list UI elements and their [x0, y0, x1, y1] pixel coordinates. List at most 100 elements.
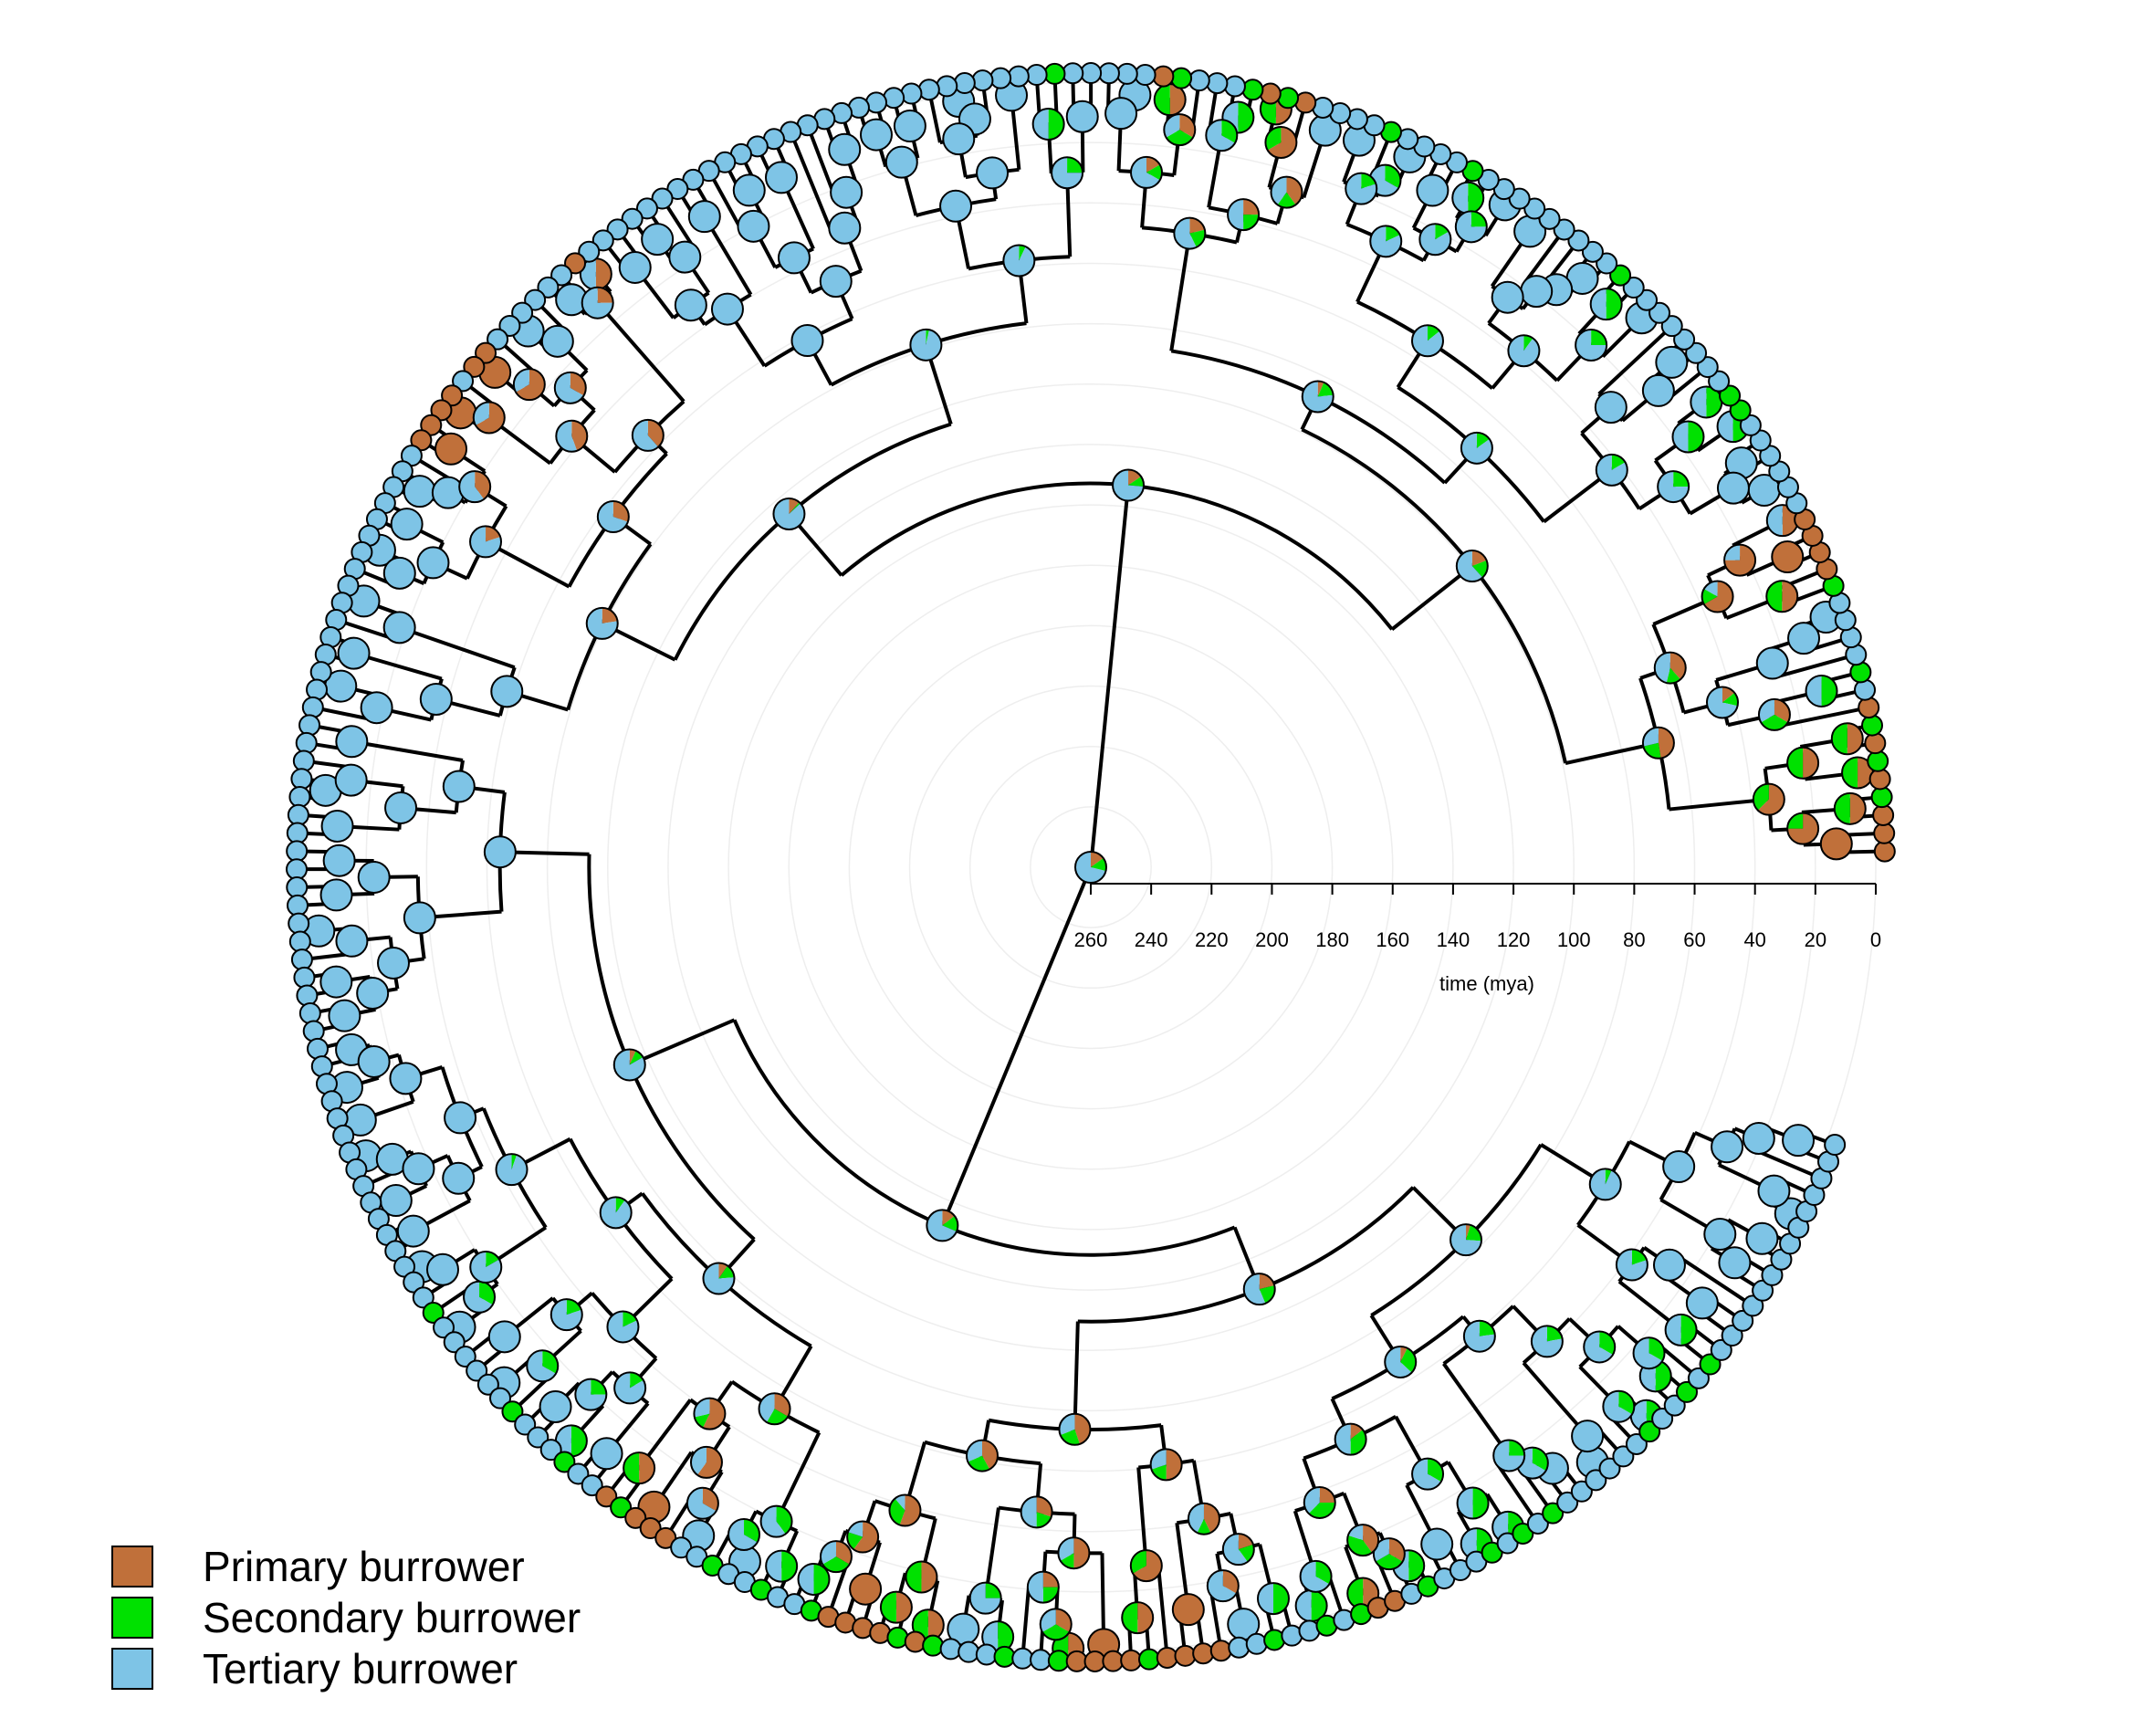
branch-arc — [735, 1020, 1235, 1254]
legend-item-tertiary: Tertiary burrower — [111, 1643, 581, 1694]
ancestral-pie — [444, 770, 475, 802]
ancestral-pie — [1075, 852, 1106, 883]
ancestral-pie — [1164, 114, 1195, 145]
pie-slice — [1167, 1449, 1182, 1480]
ancestral-pie — [1835, 793, 1866, 824]
ancestral-pie — [977, 157, 1008, 188]
ancestral-pie — [435, 434, 466, 465]
ancestral-pie — [427, 1254, 458, 1285]
ancestral-pie — [1345, 173, 1376, 204]
ancestral-pie — [445, 1102, 476, 1133]
time-axis-tick-label: 160 — [1376, 928, 1409, 951]
ancestral-pie — [1806, 676, 1837, 707]
ancestral-pie — [433, 477, 464, 508]
ancestral-pie — [1654, 1250, 1685, 1281]
ancestral-pie — [1461, 433, 1492, 464]
ancestral-pie — [1711, 1131, 1743, 1162]
tip-state-dot — [990, 68, 1010, 89]
ancestral-pie — [1634, 1337, 1665, 1368]
pie-slice — [1137, 1602, 1153, 1633]
branch-radial — [1444, 1364, 1510, 1456]
tip-state-dot — [923, 1636, 943, 1656]
branch-radial — [1171, 234, 1189, 351]
ancestral-pie — [779, 242, 810, 273]
ancestral-pie — [336, 765, 367, 796]
ancestral-pie — [1223, 1534, 1254, 1565]
ancestral-pie — [418, 547, 449, 578]
tip-state-dot — [1858, 697, 1879, 718]
pie-slice — [1832, 723, 1847, 754]
ancestral-pie — [905, 1562, 937, 1593]
pie-slice — [1767, 505, 1783, 536]
tip-state-dot — [1193, 1643, 1213, 1663]
ancestral-pie — [390, 1063, 421, 1094]
ancestral-pie — [1492, 282, 1523, 313]
pie-slice — [1591, 288, 1607, 320]
ancestral-pie — [404, 476, 435, 507]
ancestral-pie — [1067, 101, 1098, 132]
ancestral-pie — [1258, 1583, 1289, 1614]
ancestral-pie — [336, 926, 367, 957]
pie-slice — [1681, 1315, 1697, 1346]
tip-state-dot — [1157, 1648, 1177, 1668]
legend-swatch-secondary — [111, 1597, 153, 1639]
tip-state-dot — [1175, 1646, 1195, 1666]
ancestral-pie — [1131, 157, 1162, 188]
ancestral-pie — [1532, 1326, 1563, 1357]
ancestral-pie — [1452, 183, 1483, 214]
tip-state-dot — [1139, 1650, 1159, 1670]
time-axis-tick-label: 200 — [1255, 928, 1289, 951]
ancestral-pie — [1228, 199, 1259, 230]
ancestral-pie — [459, 471, 490, 502]
ancestral-pie — [1174, 218, 1205, 249]
ancestral-pie — [1718, 473, 1749, 504]
ancestral-pie — [1702, 582, 1733, 613]
tip-state-dot — [977, 1644, 997, 1664]
tip-state-dot — [1865, 733, 1885, 753]
ancestral-pie — [601, 1197, 632, 1228]
pie-slice — [1258, 1583, 1273, 1614]
ancestral-pie — [847, 1522, 878, 1553]
tip-state-dot — [1872, 787, 1892, 807]
tip-state-dot — [289, 787, 309, 807]
ancestral-pie — [378, 948, 409, 979]
tip-state-dot — [288, 823, 308, 844]
ancestral-pie — [895, 110, 926, 141]
branch-radial — [1158, 1565, 1167, 1649]
ancestral-pie — [738, 211, 769, 242]
ancestral-pie — [669, 242, 700, 273]
ancestral-pie — [1244, 1273, 1275, 1305]
pie-slice — [1122, 1602, 1137, 1633]
ancestral-pie — [1417, 175, 1448, 206]
ancestral-pie — [1704, 1219, 1735, 1250]
ancestral-pie — [850, 1574, 881, 1605]
ancestral-pie — [491, 676, 522, 707]
ancestral-pie — [1603, 1391, 1634, 1422]
ancestral-pie — [555, 372, 586, 403]
tip-state-dot — [1211, 1640, 1231, 1661]
tip-state-dot — [1117, 64, 1137, 84]
pie-slice — [1228, 199, 1243, 230]
tip-state-dot — [307, 679, 327, 699]
ancestral-pie — [1590, 1168, 1621, 1200]
tip-state-dot — [1207, 73, 1227, 93]
ancestral-pie — [1003, 245, 1034, 276]
pie-slice — [905, 1562, 921, 1593]
tip-state-dot — [1044, 64, 1064, 84]
pie-slice — [1033, 109, 1049, 140]
time-axis-tick-label: 220 — [1195, 928, 1229, 951]
ancestral-pie — [1301, 1561, 1332, 1592]
pie-slice — [1659, 728, 1674, 759]
ancestral-pie — [1493, 1440, 1524, 1471]
ancestral-pie — [1151, 1449, 1182, 1480]
tip-state-dot — [1049, 1650, 1069, 1671]
pie-slice — [571, 1425, 587, 1456]
ancestral-pie — [1058, 1537, 1089, 1568]
ancestral-pie — [1059, 1414, 1090, 1445]
time-axis-tick-label: 0 — [1870, 928, 1881, 951]
ancestral-pie — [1783, 1125, 1814, 1156]
ancestral-pie — [1596, 392, 1627, 423]
pie-slice — [1021, 1496, 1037, 1527]
